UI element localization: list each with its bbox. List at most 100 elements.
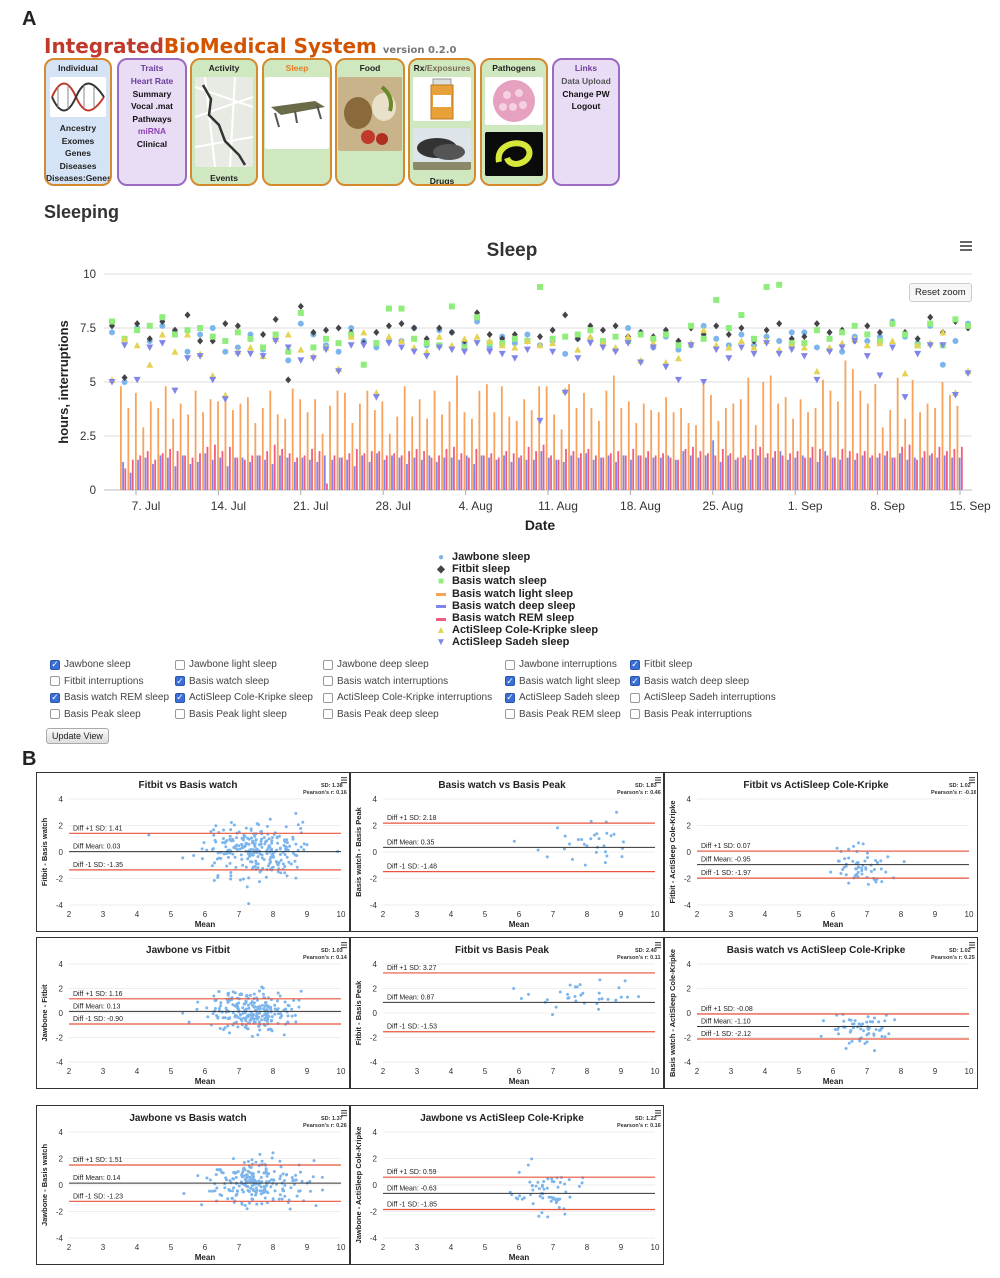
checkbox-checked-icon[interactable]: ✓ (50, 659, 60, 670)
x-tick-label: 2 (67, 1067, 72, 1076)
nav-rx-header-a[interactable]: Rx (413, 63, 425, 73)
scatter-point (244, 841, 248, 845)
bland-altman-svg: Jawbone vs ActiSleep Cole-Kripke SD: 1.22… (354, 1110, 661, 1262)
nav-activity[interactable]: Activity Events (190, 58, 258, 186)
nav-rx-header-b[interactable]: /Exposures (424, 63, 471, 73)
series-checkbox[interactable]: Basis Peak deep sleep (323, 709, 439, 720)
checkbox-checked-icon[interactable]: ✓ (630, 659, 640, 670)
scatter-point (283, 1000, 287, 1004)
scatter-point (872, 1016, 876, 1020)
reset-zoom-button[interactable]: Reset zoom (909, 283, 972, 302)
series-checkbox[interactable]: ✓ Jawbone sleep (50, 659, 131, 670)
series-checkbox[interactable]: ✓ Fitbit sleep (630, 659, 692, 670)
nav-activity-footer[interactable]: Events (210, 173, 238, 183)
nav-individual[interactable]: Individual Ancestry Exomes Genes Diseases Di… (44, 58, 112, 186)
scatter-point (245, 1173, 249, 1177)
nav-traits-item-clinical[interactable]: Clinical (136, 138, 168, 149)
nav-traits-item-mirna[interactable]: miRNA (137, 126, 167, 136)
nav-traits-header[interactable]: Traits (140, 63, 164, 73)
checkbox-unchecked-icon[interactable] (323, 692, 333, 703)
checkbox-unchecked-icon[interactable] (630, 709, 640, 720)
series-checkbox[interactable]: Basis Peak light sleep (175, 709, 287, 720)
series-checkbox[interactable]: Jawbone deep sleep (323, 659, 429, 670)
checkbox-checked-icon[interactable]: ✓ (505, 675, 515, 687)
nav-traits-item-pathways[interactable]: Pathways (132, 113, 172, 124)
series-checkbox[interactable]: Jawbone light sleep (175, 659, 277, 670)
diff-minus-label: Diff -1 SD: -2.12 (701, 1031, 751, 1038)
checkbox-unchecked-icon[interactable] (630, 692, 640, 703)
series-checkbox[interactable]: ✓ ActiSleep Cole-Kripke sleep (175, 692, 313, 703)
nav-individual-item-diseases[interactable]: Diseases (59, 160, 97, 171)
scatter-point (228, 861, 232, 865)
nav-pathogens[interactable]: Pathogens (480, 58, 548, 186)
nav-food[interactable]: Food (335, 58, 405, 186)
series-checkbox[interactable]: ✓ Basis watch sleep (175, 676, 269, 687)
checkbox-unchecked-icon[interactable] (505, 659, 515, 670)
nav-individual-item-diseases-genes[interactable]: Diseases:Genes (46, 173, 112, 183)
series-checkbox[interactable]: ActiSleep Cole-Kripke interruptions (323, 692, 492, 703)
checkbox-unchecked-icon[interactable] (50, 709, 60, 720)
x-tick-label: 10 (651, 910, 660, 919)
scatter-point (270, 1156, 274, 1160)
series-checkbox[interactable]: ActiSleep Sadeh interruptions (630, 692, 776, 703)
nav-traits[interactable]: Traits Heart Rate Summary Vocal .mat Pathwa… (117, 58, 187, 186)
nav-links-item-data-upload[interactable]: Data Upload (561, 76, 611, 86)
nav-individual-header[interactable]: Individual (58, 63, 98, 73)
nav-traits-item-vocal-mat[interactable]: Vocal .mat (131, 101, 173, 111)
bar-basis-watch-light-sleep (359, 403, 361, 490)
checkbox-unchecked-icon[interactable] (505, 709, 515, 720)
series-checkbox[interactable]: Basis Peak REM sleep (505, 709, 621, 720)
nav-links-item-logout[interactable]: Logout (571, 101, 601, 111)
series-checkbox[interactable]: ✓ ActiSleep Sadeh sleep (505, 692, 620, 703)
nav-sleep-header[interactable]: Sleep (285, 63, 309, 73)
checkbox-unchecked-icon[interactable] (50, 676, 60, 687)
series-checkbox[interactable]: Jawbone interruptions (505, 659, 617, 670)
legend-item[interactable]: ● Jawbone sleep (434, 551, 530, 563)
series-checkbox[interactable]: Fitbit interruptions (50, 676, 143, 687)
series-checkbox[interactable]: Basis Peak sleep (50, 709, 141, 720)
checkbox-unchecked-icon[interactable] (323, 676, 333, 687)
checkbox-checked-icon[interactable]: ✓ (50, 692, 60, 703)
nav-food-header[interactable]: Food (359, 63, 381, 73)
bar-basis-watch-rem-sleep (288, 453, 291, 490)
nav-links-header[interactable]: Links (574, 63, 598, 73)
legend-item[interactable]: ◆ Fitbit sleep (434, 563, 510, 575)
scatter-point (224, 852, 228, 856)
checkbox-checked-icon[interactable]: ✓ (175, 675, 185, 687)
scatter-point (264, 1015, 268, 1019)
legend-item[interactable]: ▬ Basis watch light sleep (434, 588, 573, 600)
nav-traits-item-summary[interactable]: Summary (132, 88, 172, 99)
legend-item[interactable]: ■ Basis watch sleep (434, 575, 547, 587)
checkbox-unchecked-icon[interactable] (323, 709, 333, 720)
series-checkbox[interactable]: ✓ Basis watch REM sleep (50, 692, 169, 703)
nav-individual-item-genes[interactable]: Genes (65, 148, 91, 158)
series-checkbox[interactable]: ✓ Basis watch deep sleep (630, 676, 749, 687)
nav-rx[interactable]: Rx/Exposures Drugs (408, 58, 476, 186)
legend-item[interactable]: ▬ Basis watch deep sleep (434, 600, 576, 612)
checkbox-checked-icon[interactable]: ✓ (175, 692, 185, 703)
nav-rx-header[interactable]: Rx/Exposures (410, 63, 474, 73)
checkbox-checked-icon[interactable]: ✓ (505, 692, 515, 703)
series-checkbox[interactable]: Basis watch interruptions (323, 676, 448, 687)
nav-traits-item-heart-rate[interactable]: Heart Rate (130, 76, 174, 86)
nav-pathogens-header[interactable]: Pathogens (492, 63, 536, 73)
nav-links[interactable]: Links Data Upload Change PW Logout (552, 58, 620, 186)
nav-individual-item-exomes[interactable]: Exomes (61, 135, 95, 146)
update-view-button[interactable]: Update View (46, 728, 109, 744)
series-checkbox[interactable]: Basis Peak interruptions (630, 709, 752, 720)
nav-individual-item-ancestry[interactable]: Ancestry (59, 123, 97, 133)
checkbox-checked-icon[interactable]: ✓ (630, 675, 640, 687)
scatter-point (182, 1192, 186, 1196)
nav-links-item-change-pw[interactable]: Change PW (562, 88, 610, 99)
checkbox-unchecked-icon[interactable] (323, 659, 333, 670)
nav-rx-footer[interactable]: Drugs (429, 176, 455, 186)
legend-item[interactable]: ▼ ActiSleep Sadeh sleep (434, 636, 569, 648)
legend-item[interactable]: ▬ Basis watch REM sleep (434, 612, 574, 624)
series-checkbox[interactable]: ✓ Basis watch light sleep (505, 676, 620, 687)
x-tick-label: 9 (305, 1243, 310, 1252)
nav-activity-header[interactable]: Activity (208, 63, 240, 73)
nav-sleep[interactable]: Sleep (262, 58, 332, 186)
checkbox-unchecked-icon[interactable] (175, 709, 185, 720)
legend-item[interactable]: ▲ ActiSleep Cole-Kripke sleep (434, 624, 598, 636)
checkbox-unchecked-icon[interactable] (175, 659, 185, 670)
